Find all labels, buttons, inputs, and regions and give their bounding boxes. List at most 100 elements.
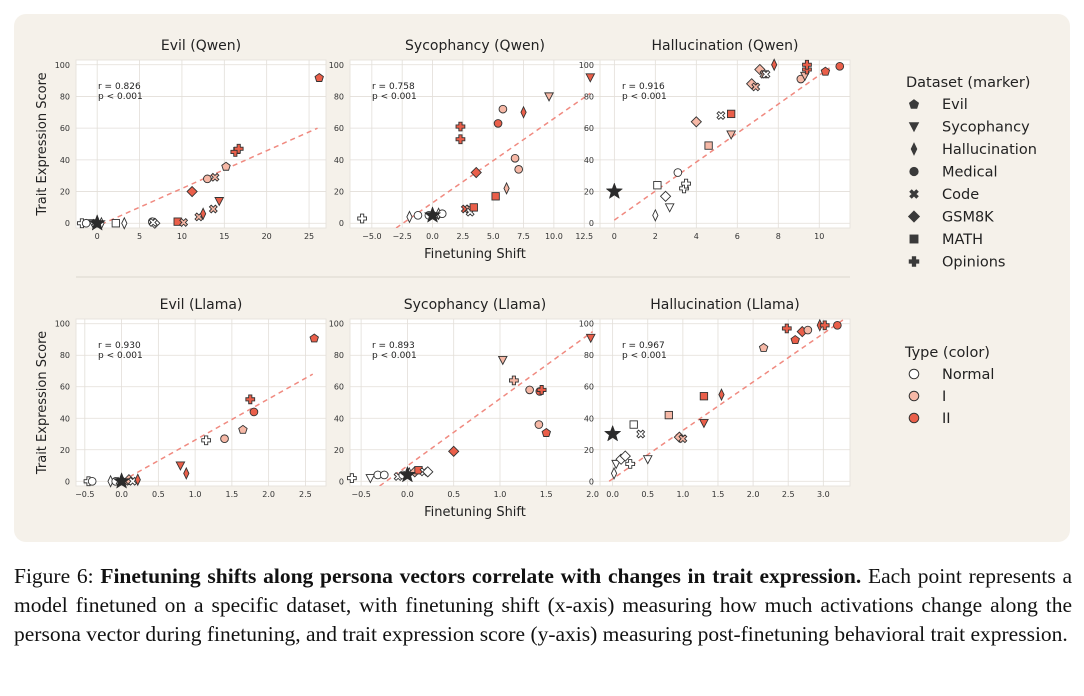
x-tick-label: 0.0 [606,490,619,499]
data-point [751,82,761,92]
data-point [653,181,662,190]
x-tick-label: 1.5 [712,490,725,499]
data-point [314,72,324,82]
legend-dataset-label: Opinions [942,255,1005,271]
legend-color-swatch [908,390,920,402]
y-tick-label: 0 [589,219,594,228]
data-point [642,455,653,465]
data-point [536,385,547,395]
legend-dataset: Dataset (marker) Evil Sycophancy Hallucinat… [906,75,1037,271]
caption-text: Each point represents a model finetuned … [14,564,1073,646]
legend-type-label: II [942,411,951,427]
correlation-r: r = 0.930 [98,341,141,351]
x-tick-label: 2.5 [456,232,469,241]
data-point [422,466,434,478]
correlation-p: p < 0.001 [372,92,417,102]
data-point [413,211,423,220]
x-tick-label: 10 [814,232,824,241]
legend-color-swatch [908,368,920,380]
data-point [493,119,503,128]
data-point [346,473,357,483]
y-tick-label: 100 [55,320,70,329]
y-tick-label: 80 [334,92,344,101]
data-point [673,168,683,177]
data-point [781,323,792,334]
data-point [510,153,520,163]
correlation-r: r = 0.893 [372,341,415,351]
x-tick-label: 0.0 [426,232,439,241]
data-point [238,424,248,434]
y-tick-label: 40 [60,156,70,165]
correlation-p: p < 0.001 [372,351,417,361]
data-point [820,66,831,76]
data-point [128,476,138,486]
legend-dataset-label: GSM8K [942,210,994,226]
data-point [802,59,812,70]
x-tick-label: 0.0 [401,490,414,499]
scatter-panel-5: −0.5 0.0 0.5 1.0 1.5 2.0 0 20 40 60 80 100 Sycophanc… [329,297,601,520]
x-tick-label: 0.5 [641,490,654,499]
correlation-r: r = 0.758 [372,82,415,92]
x-tick-label: −0.5 [351,490,370,499]
data-point [585,73,596,83]
y-tick-label: 0 [589,477,594,486]
x-tick-label: 1.5 [540,490,553,499]
caption-label: Figure 6: [14,564,94,588]
y-tick-label: 20 [60,446,70,455]
figure-caption: Figure 6: Finetuning shifts along person… [14,562,1072,649]
data-point [249,407,259,417]
legend-dataset-label: Evil [942,97,968,113]
x-tick-label: 2.5 [299,490,312,499]
data-point [541,427,552,437]
x-tick-label: 0.0 [115,490,128,499]
data-point [210,172,220,182]
data-point [186,185,198,198]
x-tick-label: 1.5 [226,490,239,499]
panel-title: Evil (Llama) [160,297,243,313]
legend-dataset-label: Sycophancy [942,120,1030,136]
x-tick-label: 4 [694,232,699,241]
data-point [469,203,478,212]
correlation-p: p < 0.001 [98,92,143,102]
data-point [514,165,524,174]
trend-line [608,319,845,482]
data-point [758,342,769,352]
data-point [220,434,229,444]
data-point [698,418,709,429]
data-point [659,190,672,202]
trend-line [395,92,591,228]
x-tick-label: 6 [735,232,740,241]
circle-icon [909,166,919,177]
data-point [509,375,519,386]
data-point [619,450,631,462]
x-tick-label: 2.5 [782,490,795,499]
scatter-panel-6: 0.0 0.5 1.0 1.5 2.0 2.5 3.0 0 20 40 60 80 100 Halluci… [579,297,851,499]
data-point [175,461,186,471]
x-axis-label: Finetuning Shift [424,247,526,262]
data-point [690,116,702,128]
y-tick-label: 80 [334,351,344,360]
y-tick-label: 20 [60,188,70,197]
y-tick-label: 0 [65,219,70,228]
data-point [121,216,128,230]
data-point [629,420,638,429]
data-point [148,217,158,227]
y-tick-label: 0 [65,477,70,486]
x-tick-label: 20 [262,232,272,241]
data-point [214,197,225,207]
x-tick-label: 0 [612,232,617,241]
legend-type-title: Type (color) [904,345,990,361]
data-point [534,420,544,429]
thin-diamond-icon [910,142,918,156]
base-model-star-icon [88,214,106,231]
x-tick-label: 10.0 [545,232,563,241]
legend-type-label: Normal [942,367,994,383]
data-point [726,130,737,140]
data-point [221,161,231,171]
caption-bold: Finetuning shifts along persona vectors … [100,564,862,588]
x-axis-label: Finetuning Shift [424,505,526,520]
data-point [503,181,510,195]
y-tick-label: 80 [60,92,70,101]
data-point [87,476,97,486]
x-tick-label: 5.0 [487,232,500,241]
